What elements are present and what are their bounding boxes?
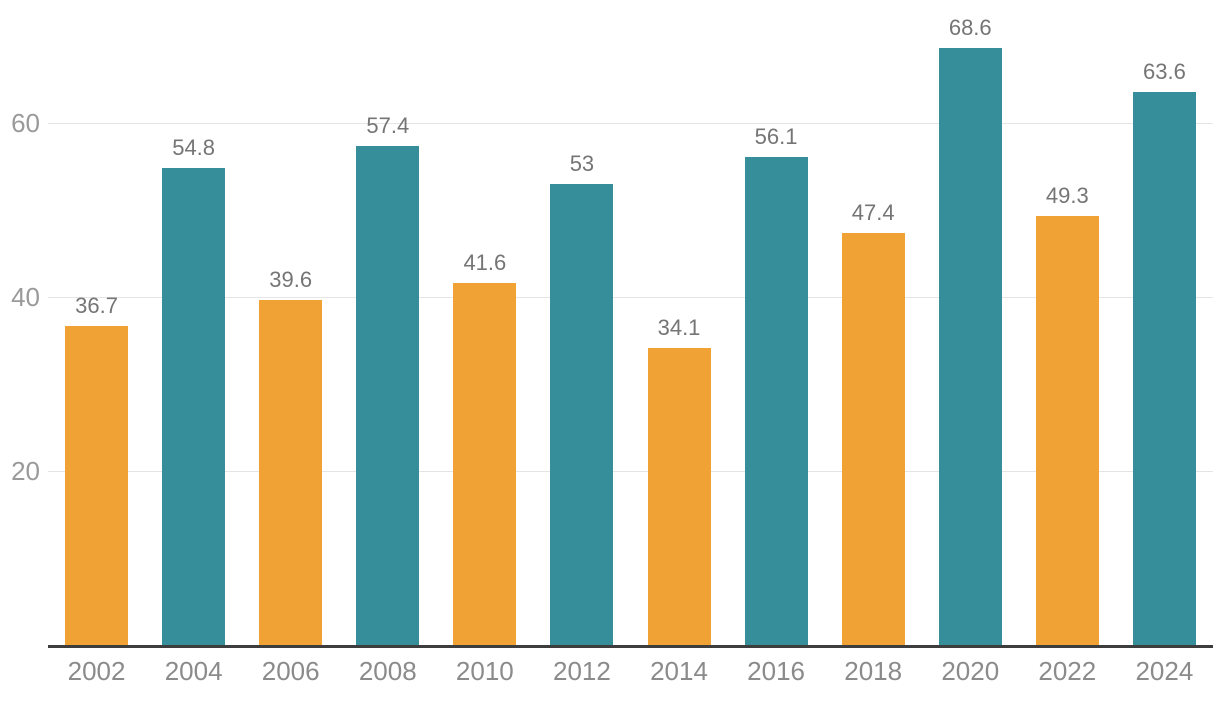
x-tick-label: 2004: [164, 656, 223, 686]
bar-2022[interactable]: [1035, 216, 1099, 645]
bar-value-label: 41.6: [463, 250, 507, 276]
bars-row: 36.7 54.8 39.6 57.4 41.6 53 34.1 56.1 47.4 68.6 49…: [48, 0, 1213, 645]
bar-column-2018: 47.4: [825, 200, 922, 645]
bar-column-2010: 41.6: [436, 250, 533, 645]
bar-column-2008: 57.4: [339, 113, 436, 645]
x-tick-label: 2008: [358, 656, 417, 686]
bar-column-2004: 54.8: [145, 135, 242, 645]
x-tick-label: 2024: [1135, 656, 1194, 686]
bar-2016[interactable]: [744, 156, 808, 645]
x-tick-label: 2012: [553, 656, 611, 686]
bar-column-2006: 39.6: [242, 267, 339, 645]
bar-column-2024: 63.6: [1116, 59, 1213, 645]
bar-2006[interactable]: [259, 300, 323, 645]
gridline: [48, 471, 1213, 472]
bar-2002[interactable]: [65, 325, 129, 645]
x-tick-label: 2018: [844, 656, 903, 686]
bar-2014[interactable]: [647, 348, 711, 645]
x-tick-label: 2022: [1038, 656, 1097, 686]
bar-column-2012: 53: [533, 151, 630, 645]
bar-2004[interactable]: [162, 168, 226, 645]
bar-column-2016: 56.1: [728, 124, 825, 645]
bar-2010[interactable]: [453, 283, 517, 645]
bar-value-label: 57.4: [366, 112, 410, 138]
bar-column-2020: 68.6: [922, 15, 1019, 645]
bar-2012[interactable]: [550, 183, 614, 645]
bar-value-label: 63.6: [1142, 58, 1186, 84]
x-tick-label: 2010: [455, 656, 514, 686]
plot-area: 36.7 54.8 39.6 57.4 41.6 53 34.1 56.1 47.4 68.6 49…: [48, 0, 1213, 648]
bar-2018[interactable]: [841, 232, 905, 645]
x-tick-label: 2006: [261, 656, 320, 686]
gridline: [48, 297, 1213, 298]
x-tick-label: 2014: [650, 656, 708, 686]
bar-value-label: 39.6: [269, 267, 313, 293]
bar-value-label: 53: [569, 150, 595, 176]
gridline: [48, 123, 1213, 124]
x-tick-label: 2020: [941, 656, 1000, 686]
y-tick-label: 40: [11, 282, 40, 312]
bar-column-2022: 49.3: [1019, 183, 1116, 645]
bar-2008[interactable]: [356, 145, 420, 645]
x-axis-line: [48, 645, 1213, 648]
bar-value-label: 47.4: [851, 199, 895, 225]
bar-column-2002: 36.7: [48, 293, 145, 645]
bar-value-label: 34.1: [657, 315, 701, 341]
bar-value-label: 36.7: [75, 292, 118, 318]
bar-value-label: 54.8: [172, 135, 216, 161]
bar-value-label: 49.3: [1045, 183, 1089, 209]
bar-2024[interactable]: [1132, 91, 1196, 645]
x-axis-labels: 2002 2004 2006 2008 2010 2012 2014 2016 2018 2020…: [48, 657, 1213, 685]
bar-2020[interactable]: [938, 48, 1002, 645]
y-tick-label: 20: [11, 456, 40, 486]
bar-value-label: 56.1: [754, 123, 798, 149]
bar-column-2014: 34.1: [630, 315, 727, 645]
bar-value-label: 68.6: [948, 15, 992, 41]
x-tick-label: 2002: [67, 656, 126, 686]
x-tick-label: 2016: [747, 656, 805, 686]
y-tick-label: 60: [11, 108, 40, 138]
